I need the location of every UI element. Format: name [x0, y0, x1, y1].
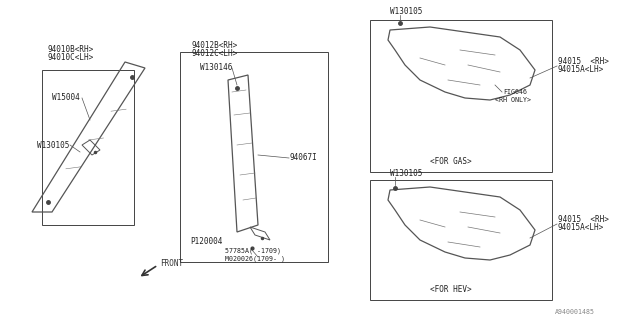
Text: 94010C<LH>: 94010C<LH> — [47, 53, 93, 62]
Text: 94015  <RH>: 94015 <RH> — [558, 215, 609, 225]
Text: W130105: W130105 — [390, 170, 422, 179]
Text: FRONT: FRONT — [160, 259, 183, 268]
Text: 94010B<RH>: 94010B<RH> — [47, 45, 93, 54]
Bar — [180, 52, 328, 262]
Text: <FOR GAS>: <FOR GAS> — [430, 157, 472, 166]
Bar — [370, 180, 552, 300]
Text: W130105: W130105 — [390, 7, 422, 17]
Text: W130105: W130105 — [37, 140, 69, 149]
Text: 94067I: 94067I — [290, 154, 317, 163]
Text: P120004: P120004 — [190, 237, 222, 246]
Text: 94015A<LH>: 94015A<LH> — [558, 223, 604, 233]
Text: 94015  <RH>: 94015 <RH> — [558, 58, 609, 67]
Text: 94012C<LH>: 94012C<LH> — [192, 49, 238, 58]
Text: A940001485: A940001485 — [555, 309, 595, 315]
Text: W130146: W130146 — [200, 63, 232, 73]
Text: FIG646: FIG646 — [503, 89, 527, 95]
Bar — [370, 20, 552, 172]
Text: M020026(1709- ): M020026(1709- ) — [225, 256, 285, 262]
Text: <RH ONLY>: <RH ONLY> — [495, 97, 531, 103]
Text: 57785A( -1709): 57785A( -1709) — [225, 248, 281, 254]
Text: <FOR HEV>: <FOR HEV> — [430, 285, 472, 294]
Text: W15004: W15004 — [52, 93, 80, 102]
Bar — [42, 70, 134, 225]
Text: 94015A<LH>: 94015A<LH> — [558, 66, 604, 75]
Text: 94012B<RH>: 94012B<RH> — [192, 41, 238, 50]
